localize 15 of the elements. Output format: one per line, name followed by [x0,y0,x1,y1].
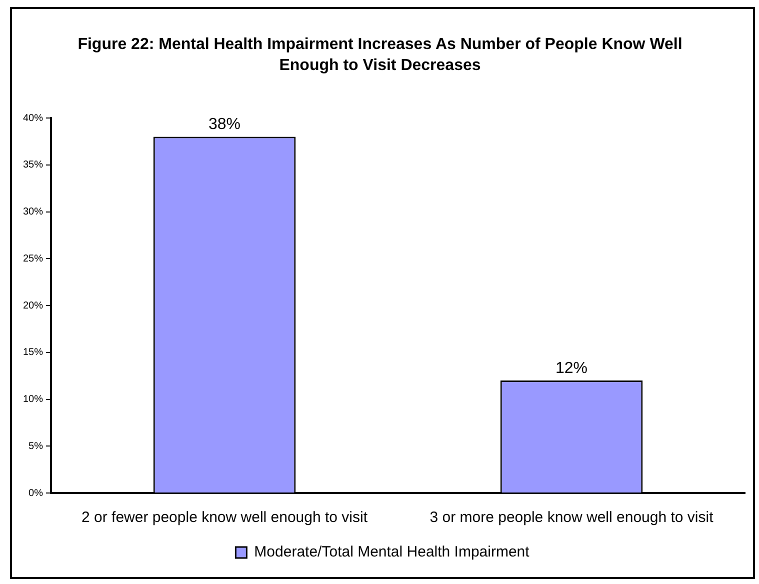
y-tick-label: 0% [28,488,44,499]
x-tick-label: 3 or more people know well enough to visit [430,509,714,526]
y-tick-label: 40% [23,112,44,124]
legend-label: Moderate/Total Mental Health Impairment [254,544,530,561]
y-tick-label: 5% [28,440,44,452]
y-tick-label: 30% [23,206,44,218]
y-tick-label: 10% [23,394,44,405]
y-tick-label: 35% [23,160,44,171]
x-tick-label: 2 or fewer people know well enough to visit [82,509,368,526]
y-tick-label: 20% [23,300,44,312]
chart-title: Figure 22: Mental Health Impairment Increases As Number of People Know Well Enough to Visit Decreases [76,35,684,76]
y-tick-label: 15% [23,347,44,358]
data-label: 12% [555,360,588,377]
y-tick-label: 25% [23,253,44,264]
data-label: 38% [208,116,241,134]
